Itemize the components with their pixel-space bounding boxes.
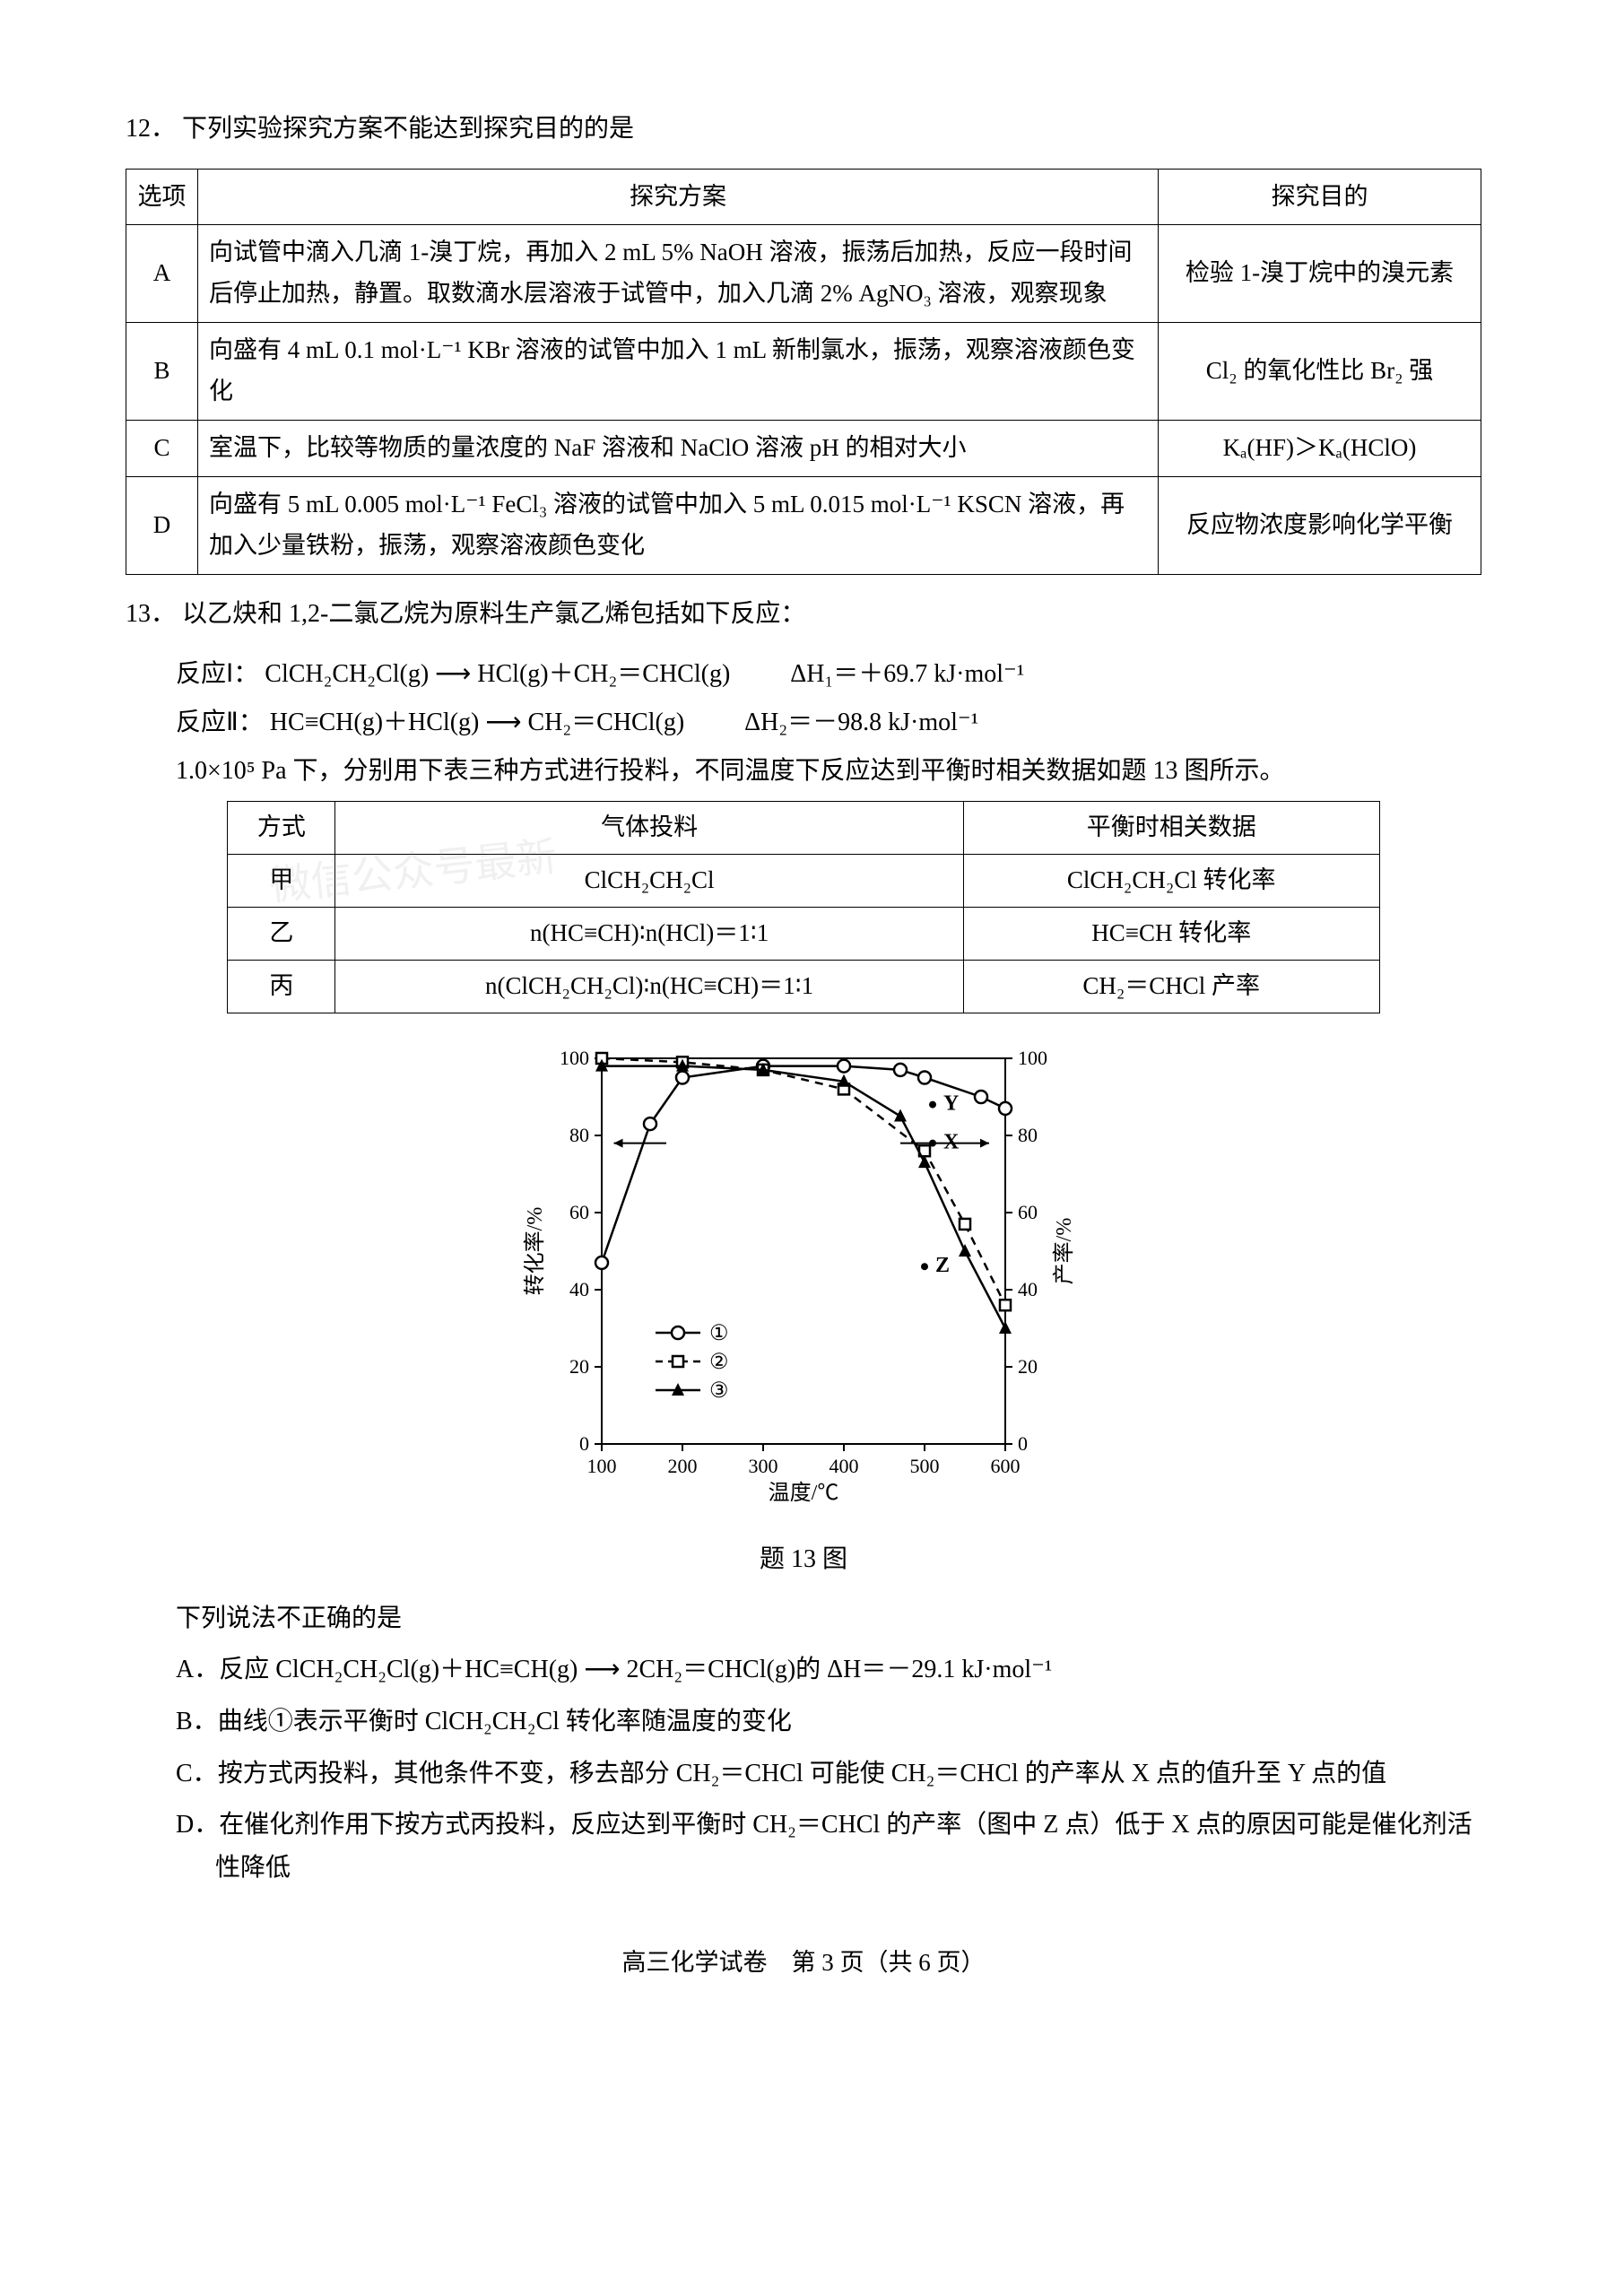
q13-para: 1.0×10⁵ Pa 下，分别用下表三种方式进行投料，不同温度下反应达到平衡时相… <box>126 750 1481 793</box>
q12-plan-c: 室温下，比较等物质的量浓度的 NaF 溶液和 NaClO 溶液 pH 的相对大小 <box>198 421 1159 477</box>
table-row: 甲 ClCH₂CH₂Cl ClCH₂CH₂Cl 转化率 <box>228 854 1379 907</box>
svg-text:80: 80 <box>569 1124 589 1146</box>
table-header-row: 选项 探究方案 探究目的 <box>126 169 1481 225</box>
svg-text:X: X <box>943 1130 960 1153</box>
opt-letter-d: D． <box>176 1811 219 1839</box>
svg-text:Z: Z <box>935 1254 950 1277</box>
q12-stem: 下列实验探究方案不能达到探究目的的是 <box>182 115 634 143</box>
table-row: 乙 n(HC≡CH)∶n(HCl)＝1∶1 HC≡CH 转化率 <box>228 907 1379 960</box>
feed-mode-0: 甲 <box>228 854 335 907</box>
svg-text:60: 60 <box>1018 1201 1038 1223</box>
svg-text:Y: Y <box>943 1091 959 1115</box>
reaction2-dh: ΔH₂＝－98.8 kJ·mol⁻¹ <box>744 701 978 744</box>
table-row: D 向盛有 5 mL 0.005 mol·L⁻¹ FeCl₃ 溶液的试管中加入 … <box>126 476 1481 574</box>
opt-text-a: 反应 ClCH₂CH₂Cl(g)＋HC≡CH(g) ⟶ 2CH₂＝CHCl(g)… <box>219 1656 1052 1683</box>
table-row: B 向盛有 4 mL 0.1 mol·L⁻¹ KBr 溶液的试管中加入 1 mL… <box>126 323 1481 421</box>
feed-mode-1: 乙 <box>228 907 335 960</box>
q13-reaction-1: 反应Ⅰ： ClCH₂CH₂Cl(g) ⟶ HCl(g)＋CH₂＝CHCl(g) … <box>126 653 1481 696</box>
q12-goal-d: 反应物浓度影响化学平衡 <box>1159 476 1481 574</box>
reaction2-eq: HC≡CH(g)＋HCl(g) ⟶ CH₂＝CHCl(g) <box>270 709 684 736</box>
q12-th-plan: 探究方案 <box>198 169 1159 225</box>
table-row: A 向试管中滴入几滴 1-溴丁烷，再加入 2 mL 5% NaOH 溶液，振荡后… <box>126 225 1481 323</box>
opt-letter-b: B． <box>176 1708 218 1735</box>
q12-plan-d: 向盛有 5 mL 0.005 mol·L⁻¹ FeCl₃ 溶液的试管中加入 5 … <box>198 476 1159 574</box>
q12-goal-a: 检验 1-溴丁烷中的溴元素 <box>1159 225 1481 323</box>
chart-svg: 1002003004005006000204060801000204060801… <box>517 1031 1090 1516</box>
page-footer: 高三化学试卷 第 3 页（共 6 页） <box>126 1943 1481 1984</box>
opt-letter-c: C． <box>176 1760 218 1787</box>
svg-text:0: 0 <box>579 1432 589 1455</box>
q12-goal-c: Kₐ(HF)＞Kₐ(HClO) <box>1159 421 1481 477</box>
svg-text:100: 100 <box>1018 1047 1047 1069</box>
question-13: 13． 以乙炔和 1,2-二氯乙烷为原料生产氯乙烯包括如下反应： <box>126 593 1481 636</box>
q13-option-c: C．按方式丙投料，其他条件不变，移去部分 CH₂＝CHCl 可能使 CH₂＝CH… <box>176 1752 1481 1796</box>
q12-table: 选项 探究方案 探究目的 A 向试管中滴入几滴 1-溴丁烷，再加入 2 mL 5… <box>126 169 1481 575</box>
svg-text:40: 40 <box>569 1278 589 1300</box>
feed-th-mode: 方式 <box>228 802 335 855</box>
q13-option-b: B．曲线①表示平衡时 ClCH₂CH₂Cl 转化率随温度的变化 <box>176 1700 1481 1744</box>
q13-options: A．反应 ClCH₂CH₂Cl(g)＋HC≡CH(g) ⟶ 2CH₂＝CHCl(… <box>126 1648 1481 1889</box>
table-header-row: 方式 气体投料 平衡时相关数据 <box>228 802 1379 855</box>
svg-text:③: ③ <box>709 1379 729 1403</box>
reaction1-label: 反应Ⅰ： <box>176 660 258 688</box>
q13-reaction-2: 反应Ⅱ： HC≡CH(g)＋HCl(g) ⟶ CH₂＝CHCl(g) ΔH₂＝－… <box>126 701 1481 744</box>
svg-text:0: 0 <box>1018 1432 1028 1455</box>
opt-letter-a: A． <box>176 1656 219 1683</box>
reaction1-dh: ΔH₁＝＋69.7 kJ·mol⁻¹ <box>790 653 1024 696</box>
opt-text-b: 曲线①表示平衡时 ClCH₂CH₂Cl 转化率随温度的变化 <box>218 1708 792 1735</box>
svg-text:转化率/%: 转化率/% <box>523 1206 547 1295</box>
opt-text-c: 按方式丙投料，其他条件不变，移去部分 CH₂＝CHCl 可能使 CH₂＝CHCl… <box>218 1760 1386 1787</box>
feed-mode-2: 丙 <box>228 960 335 1013</box>
svg-text:温度/℃: 温度/℃ <box>769 1481 839 1505</box>
feed-data-0: ClCH₂CH₂Cl 转化率 <box>963 854 1379 907</box>
q13-caption: 题 13 图 <box>126 1538 1481 1581</box>
q13-option-a: A．反应 ClCH₂CH₂Cl(g)＋HC≡CH(g) ⟶ 2CH₂＝CHCl(… <box>176 1648 1481 1692</box>
q12-opt-b: B <box>126 323 198 421</box>
feed-th-data: 平衡时相关数据 <box>963 802 1379 855</box>
question-12: 12． 下列实验探究方案不能达到探究目的的是 <box>126 108 1481 151</box>
q13-chart: 1002003004005006000204060801000204060801… <box>126 1031 1481 1530</box>
q13-option-d: D．在催化剂作用下按方式丙投料，反应达到平衡时 CH₂＝CHCl 的产率（图中 … <box>176 1804 1481 1889</box>
opt-text-d: 在催化剂作用下按方式丙投料，反应达到平衡时 CH₂＝CHCl 的产率（图中 Z … <box>215 1811 1472 1882</box>
svg-text:100: 100 <box>560 1047 589 1069</box>
q12-opt-d: D <box>126 476 198 574</box>
svg-text:200: 200 <box>668 1455 698 1477</box>
table-row: 丙 n(ClCH₂CH₂Cl)∶n(HC≡CH)＝1∶1 CH₂＝CHCl 产率 <box>228 960 1379 1013</box>
svg-text:①: ① <box>709 1322 729 1345</box>
svg-text:600: 600 <box>991 1455 1021 1477</box>
table-row: C 室温下，比较等物质的量浓度的 NaF 溶液和 NaClO 溶液 pH 的相对… <box>126 421 1481 477</box>
svg-text:②: ② <box>709 1351 729 1374</box>
q12-plan-b: 向盛有 4 mL 0.1 mol·L⁻¹ KBr 溶液的试管中加入 1 mL 新… <box>198 323 1159 421</box>
q12-th-goal: 探究目的 <box>1159 169 1481 225</box>
q12-goal-b: Cl₂ 的氧化性比 Br₂ 强 <box>1159 323 1481 421</box>
svg-text:40: 40 <box>1018 1278 1038 1300</box>
feed-feed-2: n(ClCH₂CH₂Cl)∶n(HC≡CH)＝1∶1 <box>335 960 963 1013</box>
q12-opt-c: C <box>126 421 198 477</box>
q13-stem: 以乙炔和 1,2-二氯乙烷为原料生产氯乙烯包括如下反应： <box>182 600 805 628</box>
svg-text:100: 100 <box>587 1455 617 1477</box>
reaction2-label: 反应Ⅱ： <box>176 709 264 736</box>
svg-text:20: 20 <box>569 1355 589 1378</box>
feed-th-feed: 气体投料 <box>335 802 963 855</box>
svg-text:80: 80 <box>1018 1124 1038 1146</box>
q13-feed-table: 方式 气体投料 平衡时相关数据 甲 ClCH₂CH₂Cl ClCH₂CH₂Cl … <box>227 801 1379 1013</box>
reaction1-eq: ClCH₂CH₂Cl(g) ⟶ HCl(g)＋CH₂＝CHCl(g) <box>265 660 730 688</box>
svg-text:20: 20 <box>1018 1355 1038 1378</box>
svg-text:500: 500 <box>910 1455 940 1477</box>
feed-feed-1: n(HC≡CH)∶n(HCl)＝1∶1 <box>335 907 963 960</box>
feed-data-1: HC≡CH 转化率 <box>963 907 1379 960</box>
q12-th-opt: 选项 <box>126 169 198 225</box>
feed-data-2: CH₂＝CHCl 产率 <box>963 960 1379 1013</box>
svg-text:60: 60 <box>569 1201 589 1223</box>
feed-feed-0: ClCH₂CH₂Cl <box>335 854 963 907</box>
q12-number: 12． <box>126 115 176 143</box>
svg-text:300: 300 <box>749 1455 778 1477</box>
svg-text:400: 400 <box>830 1455 859 1477</box>
q13-number: 13． <box>126 600 176 628</box>
q12-opt-a: A <box>126 225 198 323</box>
q13-tail: 下列说法不正确的是 <box>126 1597 1481 1640</box>
svg-text:产率/%: 产率/% <box>1052 1217 1076 1284</box>
q12-plan-a: 向试管中滴入几滴 1-溴丁烷，再加入 2 mL 5% NaOH 溶液，振荡后加热… <box>198 225 1159 323</box>
